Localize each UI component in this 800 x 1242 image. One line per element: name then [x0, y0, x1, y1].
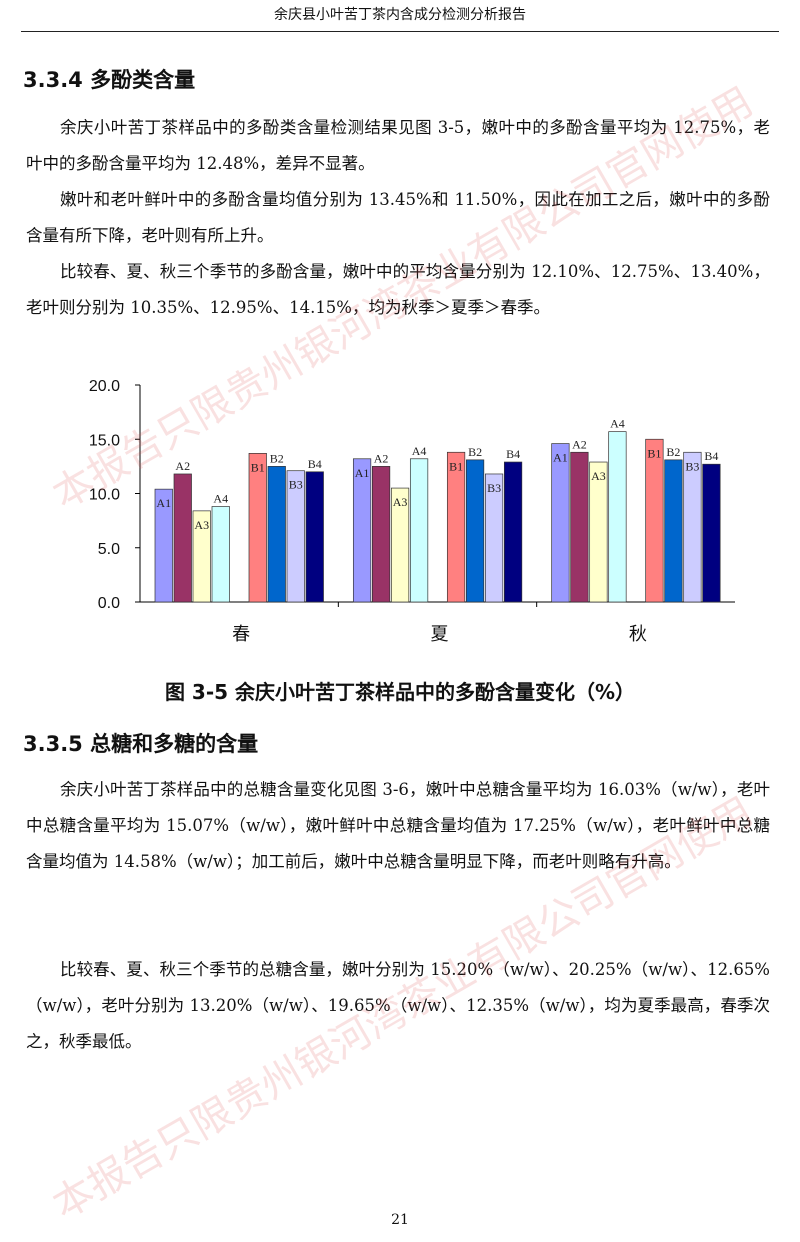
bar-label-a4: A4	[412, 444, 427, 458]
bar-label-b1: B1	[647, 446, 661, 460]
bar-label-a2: A2	[572, 437, 587, 451]
bar-a4	[608, 431, 627, 603]
bar-label-a2: A2	[175, 459, 190, 473]
paragraph-sugar-1: 余庆小叶苦丁茶样品中的总糖含量变化见图 3-6，嫩叶中总糖含量平均为 16.03…	[26, 780, 770, 871]
bar-b3	[484, 473, 504, 603]
bar-label-a1: A1	[156, 496, 171, 510]
bar-label-a3: A3	[393, 495, 408, 509]
x-category-label: 秋	[629, 624, 647, 645]
bar-a3	[390, 487, 410, 603]
x-category-label: 春	[232, 624, 250, 645]
bar-b4	[702, 463, 721, 603]
bar-label-b2: B2	[270, 451, 284, 465]
bar-a1	[551, 443, 570, 603]
paragraph-polyphenol-1: 余庆小叶苦丁茶样品中的多酚类含量检测结果见图 3-5，嫩叶中的多酚含量平均为 1…	[26, 118, 770, 173]
y-tick-label: 0.0	[98, 595, 120, 612]
bar-label-b3: B3	[289, 478, 303, 492]
paragraph-polyphenol-3: 比较春、夏、秋三个季节的多酚含量，嫩叶中的平均含量分别为 12.10%、12.7…	[26, 262, 770, 317]
bar-b4	[503, 461, 523, 603]
page-number: 21	[391, 1212, 409, 1228]
bar-b1	[645, 438, 664, 603]
bar-label-a2: A2	[374, 451, 389, 465]
bar-label-b2: B2	[666, 445, 680, 459]
y-tick-label: 20.0	[89, 378, 120, 395]
bar-label-a4: A4	[213, 492, 228, 506]
bar-b2	[664, 459, 683, 603]
bar-label-b1: B1	[449, 459, 463, 473]
bar-b3	[286, 470, 305, 603]
bar-label-b1: B1	[251, 460, 265, 474]
bar-label-a3: A3	[194, 518, 209, 532]
bar-b2	[465, 459, 485, 603]
x-category-label: 夏	[431, 624, 449, 645]
bar-a3	[589, 461, 608, 603]
bar-label-b4: B4	[308, 457, 322, 471]
bar-b2	[267, 466, 286, 603]
bar-b1	[248, 453, 267, 603]
bar-label-a3: A3	[591, 469, 606, 483]
bar-label-a1: A1	[355, 466, 370, 480]
polyphenol-bar-chart: 0.0 5.0 10.0 15.0 20.0 春 A1 A2 A3 A4 B1 B2 B3 B4 夏 A1 A2…	[89, 378, 735, 645]
bar-a1	[154, 488, 173, 603]
running-header: 余庆县小叶苦丁茶内含成分检测分析报告	[274, 7, 526, 23]
bar-a4	[211, 506, 230, 603]
bar-label-a1: A1	[553, 451, 568, 465]
y-tick-label: 15.0	[89, 432, 120, 449]
bar-a2	[173, 473, 192, 603]
bar-label-b3: B3	[487, 481, 501, 495]
header-rule	[21, 31, 779, 32]
bar-b1	[446, 451, 466, 603]
bar-label-b4: B4	[704, 449, 718, 463]
bar-a2	[371, 466, 391, 603]
bar-a1	[352, 458, 372, 603]
section-heading-sugar: 3.3.5 总糖和多糖的含量	[23, 732, 259, 756]
figure-caption: 图 3-5 余庆小叶苦丁茶样品中的多酚含量变化（%）	[164, 680, 636, 704]
bar-a2	[570, 451, 589, 603]
bar-b3	[683, 451, 702, 603]
paragraph-sugar-2: 比较春、夏、秋三个季节的总糖含量，嫩叶分别为 15.20%（w/w）、20.25…	[26, 960, 770, 1051]
bar-label-b3: B3	[685, 459, 699, 473]
y-tick-label: 10.0	[89, 487, 120, 504]
paragraph-polyphenol-2: 嫩叶和老叶鲜叶中的多酚含量均值分别为 13.45%和 11.50%，因此在加工之…	[26, 190, 770, 245]
section-heading-polyphenol: 3.3.4 多酚类含量	[23, 68, 196, 92]
bar-label-b2: B2	[468, 445, 482, 459]
bar-label-b4: B4	[506, 447, 520, 461]
bar-label-a4: A4	[610, 417, 625, 431]
bar-a4	[409, 458, 429, 603]
bar-a3	[192, 510, 211, 603]
bar-b4	[305, 471, 324, 603]
y-tick-label: 5.0	[98, 541, 120, 558]
